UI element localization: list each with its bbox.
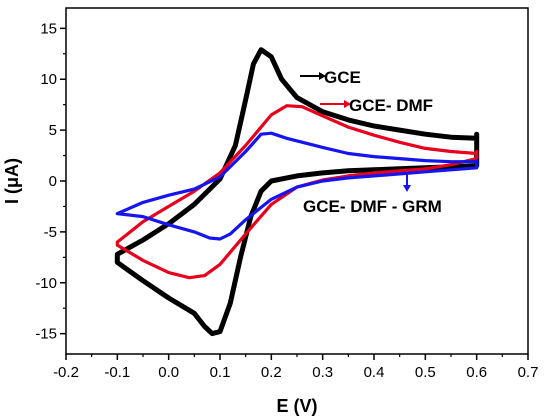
x-tick-label: 0.3 bbox=[312, 364, 333, 381]
y-axis: -15 -10 -5 0 5 10 15 bbox=[35, 20, 66, 343]
y-tick-label: 15 bbox=[40, 20, 57, 37]
annotation-arrowhead bbox=[344, 100, 351, 108]
x-tick-label: 0.1 bbox=[210, 364, 231, 381]
x-axis: -0.2 -0.1 0.0 0.1 0.2 0.3 0.4 0.5 0.6 0.7 bbox=[53, 354, 538, 381]
x-tick-label: 0.7 bbox=[518, 364, 539, 381]
y-tick-label: -15 bbox=[35, 326, 57, 343]
series-line-0 bbox=[114, 47, 480, 337]
annotation-label: GCE- DMF bbox=[349, 96, 433, 115]
y-tick-label: -5 bbox=[44, 224, 57, 241]
annotation-arrowhead bbox=[403, 185, 411, 192]
annotation-label: GCE- DMF - GRM bbox=[303, 197, 442, 216]
x-tick-label: 0.2 bbox=[261, 364, 282, 381]
annotations: GCE GCE- DMF GCE- DMF - GRM bbox=[300, 68, 442, 216]
x-tick-label: -0.2 bbox=[53, 364, 79, 381]
y-tick-label: -10 bbox=[35, 275, 57, 292]
annotation-label: GCE bbox=[324, 68, 361, 87]
plot-series bbox=[114, 47, 480, 337]
x-axis-title: E (V) bbox=[276, 396, 317, 416]
y-tick-label: 0 bbox=[49, 173, 57, 190]
annotation-arrowhead bbox=[319, 72, 326, 80]
series-line-1 bbox=[115, 104, 479, 280]
series-line-2 bbox=[115, 131, 479, 241]
y-tick-label: 10 bbox=[40, 71, 57, 88]
plot-frame bbox=[65, 7, 529, 355]
x-tick-label: 0.4 bbox=[364, 364, 385, 381]
y-axis-title: I (μA) bbox=[2, 158, 22, 204]
y-tick-label: 5 bbox=[49, 122, 57, 139]
x-tick-label: 0.6 bbox=[466, 364, 487, 381]
x-tick-label: 0.0 bbox=[158, 364, 179, 381]
x-tick-label: 0.5 bbox=[415, 364, 436, 381]
x-tick-label: -0.1 bbox=[104, 364, 130, 381]
